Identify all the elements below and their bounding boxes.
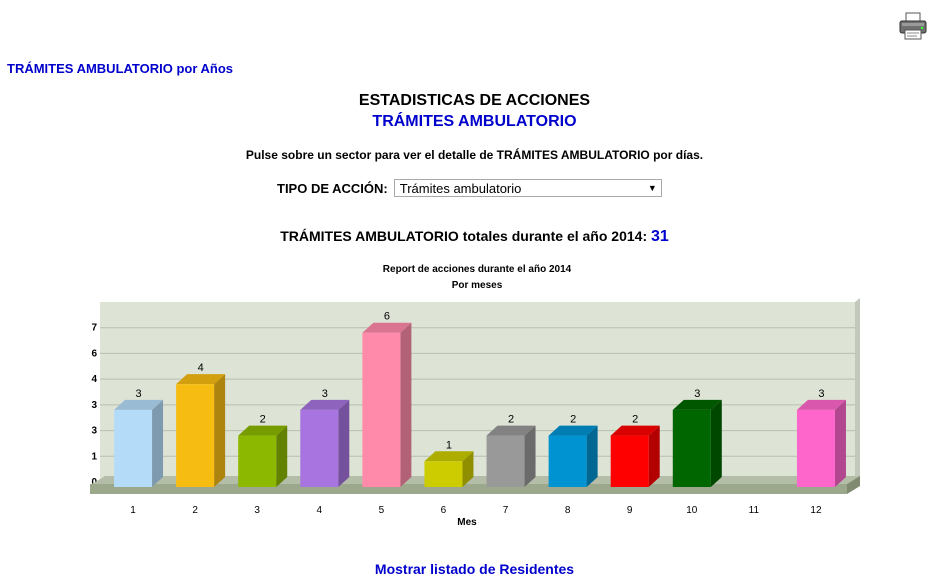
x-tick-label: 1	[130, 505, 136, 516]
totals-value: 31	[651, 228, 669, 245]
y-tick-label: 1	[91, 451, 97, 462]
action-type-selected-value: Trámites ambulatorio	[399, 180, 522, 196]
bar-top[interactable]	[238, 425, 288, 436]
bar-value-label: 4	[198, 362, 204, 374]
x-tick-label: 10	[686, 505, 698, 516]
bar-value-label: 6	[384, 311, 390, 323]
bar-side[interactable]	[648, 425, 660, 487]
chevron-down-icon: ▼	[647, 183, 657, 193]
bar-8[interactable]	[548, 435, 587, 487]
x-tick-label: 12	[810, 505, 822, 516]
x-tick-label: 6	[441, 505, 447, 516]
bar-side[interactable]	[400, 322, 412, 487]
bar-top[interactable]	[548, 425, 598, 436]
bar-top[interactable]	[610, 425, 660, 436]
bar-9[interactable]	[610, 435, 649, 487]
bar-value-label: 2	[260, 414, 266, 426]
x-tick-label: 5	[379, 505, 385, 516]
x-tick-label: 7	[503, 505, 509, 516]
action-type-select[interactable]: Trámites ambulatorio ▼	[393, 179, 662, 197]
printer-icon	[899, 12, 927, 40]
bar-4[interactable]	[300, 409, 339, 487]
x-tick-label: 2	[192, 505, 198, 516]
chart-title: Report de acciones durante el año 2014	[383, 264, 572, 275]
bar-side[interactable]	[586, 425, 598, 487]
totals-label: TRÁMITES AMBULATORIO totales durante el …	[280, 228, 648, 244]
bar-top[interactable]	[114, 399, 164, 410]
y-tick-label: 3	[91, 400, 97, 411]
x-tick-label: 3	[254, 505, 260, 516]
x-tick-label: 11	[749, 505, 760, 516]
bar-side[interactable]	[524, 425, 536, 487]
y-tick-label: 4	[91, 374, 97, 385]
bar-value-label: 3	[322, 388, 328, 400]
action-type-label: TIPO DE ACCIÓN:	[277, 180, 388, 196]
chart-floor	[90, 484, 847, 494]
bar-value-label: 3	[694, 388, 700, 400]
x-tick-label: 8	[565, 505, 571, 516]
monthly-bar-chart: Report de acciones durante el año 2014 Po…	[90, 264, 860, 528]
page-title: ESTADISTICAS DE ACCIONES	[358, 92, 591, 109]
x-axis-label: Mes	[457, 517, 477, 528]
action-type-row: TIPO DE ACCIÓN: Trámites ambulatorio ▼	[277, 178, 662, 198]
bar-12[interactable]	[796, 409, 835, 487]
bar-top[interactable]	[796, 399, 846, 410]
bar-top[interactable]	[672, 399, 722, 410]
bar-side[interactable]	[834, 399, 846, 487]
y-tick-label: 7	[91, 323, 97, 334]
bar-top[interactable]	[300, 399, 350, 410]
bar-side[interactable]	[152, 399, 164, 487]
page-subtitle: TRÁMITES AMBULATORIO	[372, 113, 577, 130]
bar-side[interactable]	[214, 374, 226, 487]
bar-value-label: 2	[632, 414, 638, 426]
plot-background	[100, 302, 855, 482]
bar-value-label: 3	[135, 388, 141, 400]
chart-subtitle: Por meses	[452, 280, 503, 291]
bar-side[interactable]	[462, 451, 474, 487]
show-residents-link[interactable]: Mostrar listado de Residentes	[374, 561, 575, 577]
y-tick-label: 6	[91, 348, 97, 359]
bar-1[interactable]	[114, 409, 153, 487]
print-button[interactable]	[897, 12, 931, 42]
totals-line: TRÁMITES AMBULATORIO totales durante el …	[0, 228, 949, 246]
bar-3[interactable]	[238, 435, 277, 487]
bar-7[interactable]	[486, 435, 525, 487]
bar-side[interactable]	[710, 399, 722, 487]
bar-value-label: 1	[446, 439, 452, 451]
x-tick-label: 4	[317, 505, 323, 516]
bar-top[interactable]	[176, 374, 226, 385]
instruction-text: Pulse sobre un sector para ver el detall…	[245, 148, 704, 162]
chart-floor-side	[847, 476, 860, 494]
bar-value-label: 2	[508, 414, 514, 426]
bar-value-label: 3	[818, 388, 824, 400]
bar-side[interactable]	[276, 425, 288, 487]
bar-10[interactable]	[672, 409, 711, 487]
y-tick-label: 3	[91, 426, 97, 437]
bar-side[interactable]	[338, 399, 350, 487]
bar-5[interactable]	[362, 332, 401, 487]
x-tick-label: 9	[627, 505, 633, 516]
bar-top[interactable]	[486, 425, 536, 436]
bar-2[interactable]	[176, 384, 215, 487]
bar-top[interactable]	[362, 322, 412, 333]
bar-top[interactable]	[424, 451, 474, 462]
bar-6[interactable]	[424, 461, 463, 487]
years-link[interactable]: TRÁMITES AMBULATORIO por Años	[7, 61, 234, 76]
bar-value-label: 2	[570, 414, 576, 426]
